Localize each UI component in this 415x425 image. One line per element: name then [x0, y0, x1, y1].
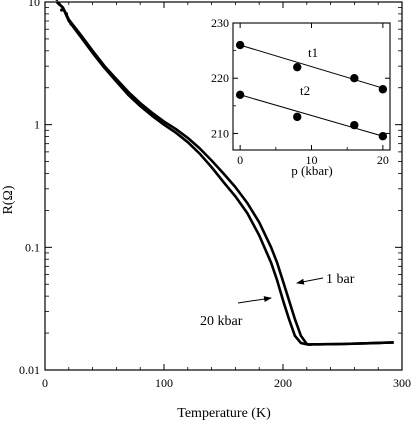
series-line-20-kbar	[56, 1, 394, 346]
low-temperature-data-point	[74, 27, 78, 31]
inset-point-t1	[293, 62, 302, 72]
main-x-tick-label: 200	[274, 376, 292, 390]
main-y-axis-label: R(Ω)	[1, 185, 16, 214]
inset-point-t2	[378, 131, 388, 141]
inset-point-t1	[378, 85, 388, 94]
main-y-tick-label: 0.1	[25, 240, 40, 254]
annotation-1bar-arrow	[296, 277, 324, 285]
inset-x-tick-label: 10	[306, 153, 318, 167]
inset-y-tick-label: 230	[211, 16, 229, 30]
annotation-20kbar-arrow	[237, 296, 272, 304]
main-y-tick-label: 1	[34, 118, 40, 132]
inset-y-tick-label: 210	[211, 126, 229, 140]
main-x-tick-label: 100	[155, 376, 173, 390]
low-temperature-data-point	[55, 0, 59, 2]
main-y-tick-label: 0.01	[19, 363, 40, 377]
low-temperature-data-point	[60, 8, 64, 12]
inset-series-group	[235, 40, 388, 141]
main-plot-frame	[44, 1, 403, 371]
annotation-1bar: 1 bar	[296, 272, 355, 287]
main-x-axis-label: Temperature (K)	[177, 406, 271, 421]
inset-x-axis-label: p (kbar)	[291, 163, 333, 178]
inset-point-t2	[350, 120, 359, 130]
low-temperature-data-point	[64, 12, 69, 16]
low-temperature-data-point	[69, 22, 73, 26]
inset-point-t1	[235, 40, 245, 50]
inset-series-label-t1: t1	[308, 45, 318, 60]
inset-series-label-t2: t2	[300, 83, 310, 98]
inset-x-tick-label: 0	[237, 153, 243, 167]
inset-plot: 0 10 20 210 220 230 p (kbar) t1 t2	[211, 16, 391, 178]
main-y-tick-label: 10	[28, 0, 40, 9]
annotation-20kbar-label: 20 kbar	[200, 314, 243, 329]
inset-y-tick-label: 220	[211, 71, 229, 85]
inset-fit-line-t1	[239, 44, 384, 89]
annotation-1bar-label: 1 bar	[326, 272, 355, 287]
low-temperature-data-point	[57, 2, 61, 6]
main-x-tick-label: 0	[42, 376, 48, 390]
inset-point-t2	[293, 112, 302, 122]
inset-point-t1	[350, 74, 359, 83]
inset-point-t2	[235, 90, 245, 99]
annotation-20kbar: 20 kbar	[200, 296, 272, 329]
main-series-group	[55, 0, 394, 346]
inset-axis-ticks: 0 10 20 210 220 230	[211, 16, 390, 167]
inset-fit-line-t2	[239, 94, 384, 137]
inset-x-tick-label: 20	[377, 153, 389, 167]
main-x-tick-label: 300	[393, 376, 411, 390]
